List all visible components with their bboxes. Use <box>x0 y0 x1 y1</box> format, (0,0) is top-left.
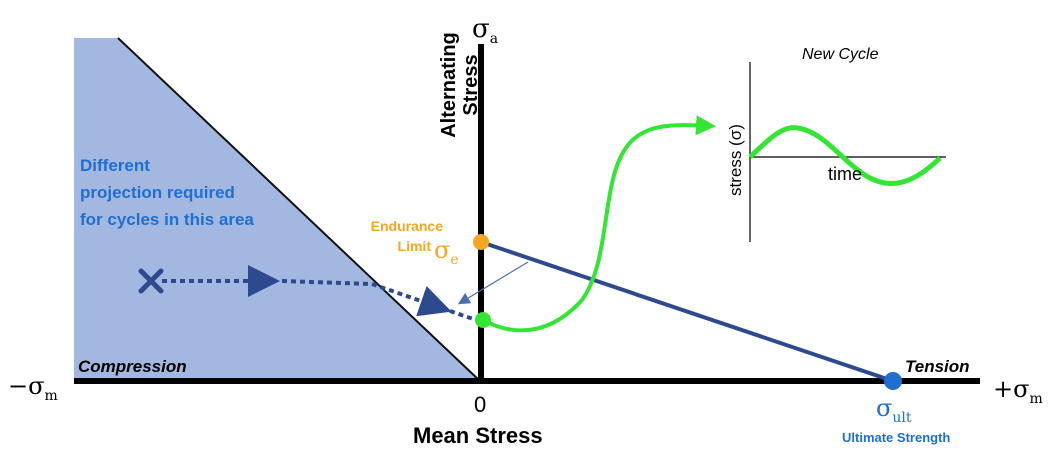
projection-note: Different projection required for cycles… <box>80 156 254 229</box>
projection-arrow-diagonal <box>371 282 452 317</box>
y-axis-symbol: σa <box>472 14 499 48</box>
endurance-limit-point <box>473 234 489 250</box>
compression-label: Compression <box>78 357 187 376</box>
inset-y-label: stress (σ) <box>726 124 745 196</box>
x-axis-title: Mean Stress <box>413 423 543 448</box>
compression-shaded-region <box>74 38 480 381</box>
projected-point <box>475 312 491 328</box>
tension-label: Tension <box>905 357 970 376</box>
projection-arrow-end <box>449 309 477 322</box>
pos-x-axis-label: +σm <box>993 375 1043 407</box>
y-axis-title: Alternating Stress <box>438 32 482 138</box>
goodman-line <box>480 240 894 383</box>
region-boundary-line <box>117 37 481 382</box>
inset-x-label: time <box>828 164 863 184</box>
neg-x-axis-label: −σm <box>8 372 58 404</box>
ultimate-symbol: σult <box>876 394 912 426</box>
annotation-arrow <box>457 261 529 305</box>
endurance-limit-label: Endurance Limit <box>370 218 443 254</box>
start-point-x-marker <box>138 268 164 294</box>
new-cycle-curve <box>482 115 716 333</box>
origin-label: 0 <box>474 392 487 417</box>
endurance-symbol: σe <box>434 236 459 268</box>
projection-arrow-continuation <box>281 279 373 286</box>
inset-title: New Cycle <box>802 46 879 63</box>
ultimate-strength-label: Ultimate Strength <box>842 430 951 445</box>
inset-sine-wave <box>748 125 942 187</box>
ultimate-strength-point <box>884 372 902 390</box>
